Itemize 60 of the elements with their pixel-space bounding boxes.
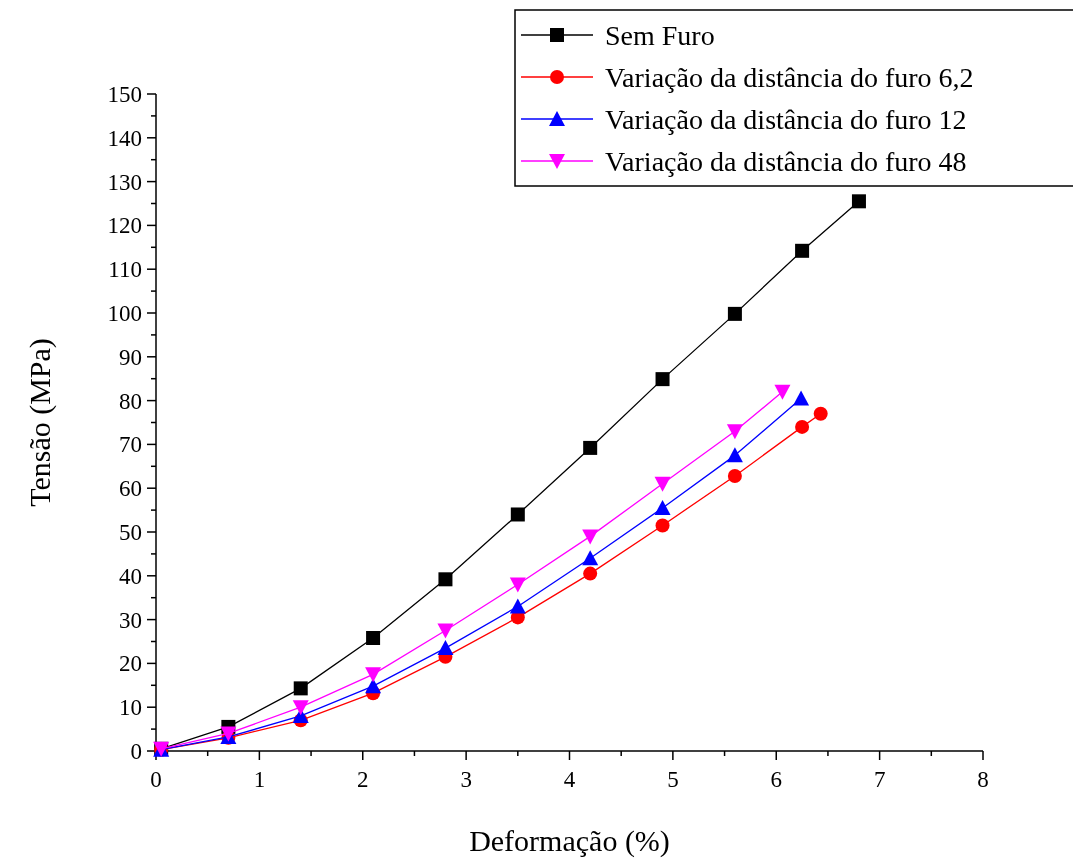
point [655,372,670,387]
y-tick-label: 30 [119,607,142,633]
point [726,447,743,463]
y-tick-label: 70 [119,432,142,458]
x-tick-label: 7 [873,767,886,792]
y-tick-label: 110 [108,257,142,283]
y-tick-label: 80 [119,388,142,414]
y-tick-label: 40 [119,563,142,589]
point [366,631,381,645]
x-tick-label: 5 [667,767,679,792]
point [365,678,382,694]
point [292,700,309,716]
x-tick-label: 8 [977,767,989,792]
point [774,384,791,400]
y-tick-label: 10 [119,695,142,721]
point [726,424,743,440]
x-tick-label: 3 [460,767,472,792]
y-tick-label: 130 [107,169,142,195]
point [437,623,454,639]
point [654,476,671,492]
point [437,640,454,656]
point [509,577,526,593]
y-tick-label: 120 [107,213,142,239]
point [510,507,525,522]
y-tick-label: 140 [107,125,142,151]
y-tick-label: 0 [130,739,142,765]
x-tick-label: 4 [563,767,576,792]
point [365,667,382,683]
y-tick-label: 90 [119,344,142,370]
x-axis-title: Deformação (%) [469,824,670,858]
y-tick-label: 50 [119,520,142,546]
y-tick-label: 100 [107,301,142,327]
point [793,390,810,406]
point [655,518,670,533]
y-axis-title: Tensão (MPa) [23,338,57,507]
point [727,468,742,483]
legend-label: Sem Furo [605,19,715,51]
point [654,499,671,515]
point [438,572,453,587]
legend-label: Variação da distância do furo 6,2 [605,61,974,93]
legend-label: Variação da distância do furo 48 [605,145,967,177]
point [795,243,810,258]
point [293,681,308,696]
point [851,194,866,209]
point [813,406,828,421]
x-tick-label: 0 [150,767,162,792]
point [582,550,599,566]
point [795,419,810,434]
point [583,440,598,455]
y-tick-label: 20 [119,651,142,677]
x-tick-label: 1 [253,767,266,792]
y-tick-label: 60 [119,476,142,502]
point [727,306,742,321]
point [583,566,598,581]
legend-label: Variação da distância do furo 12 [605,103,967,135]
point [509,598,526,614]
x-tick-label: 2 [357,767,369,792]
x-tick-label: 6 [770,767,782,792]
y-tick-label: 150 [107,82,142,108]
point [582,529,599,545]
